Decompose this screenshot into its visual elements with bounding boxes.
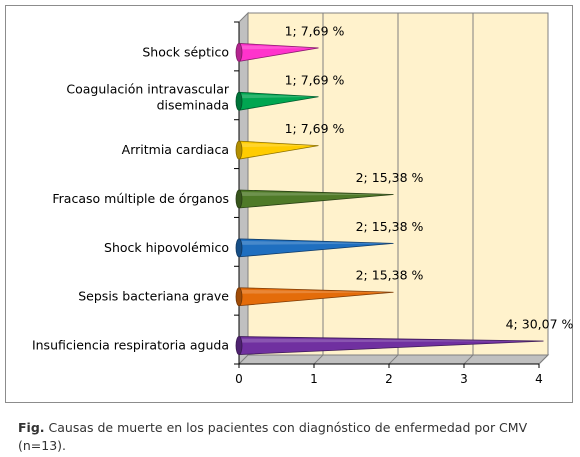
x-tick-label: 3 [460,372,468,386]
caption-prefix: Fig. [18,420,45,435]
data-label: 1; 7,69 % [285,121,345,136]
x-tick-label: 1 [310,372,318,386]
x-tick-label: 4 [535,372,543,386]
bar-highlight [239,289,394,294]
category-label: Coagulación intravascular [66,81,230,96]
data-label: 2; 15,38 % [356,170,424,185]
figure-caption: Fig. Causas de muerte en los pacientes c… [18,419,568,455]
bar-base [235,287,243,307]
chart-svg: 0 1 2 3 4 1; 7,69 % Shock séptico 1; 7,69 % Coag… [32,11,574,386]
bar-base [235,189,243,209]
data-label: 1; 7,69 % [285,23,345,38]
bar-base [235,43,243,62]
bar-base [235,140,243,160]
category-label: Arritmia cardiaca [122,142,229,157]
bar-highlight [239,338,544,343]
bar-base [235,238,243,258]
caption-text: Causas de muerte en los pacientes con di… [18,420,528,453]
category-label: Insuficiencia respiratoria aguda [32,338,229,353]
gridline-floor [388,354,399,365]
gridline-floor [313,354,324,365]
gridline-floor [538,354,549,365]
x-tick-label: 2 [385,372,393,386]
bar-highlight [239,45,319,50]
bar-base [235,336,243,355]
bar-highlight [239,192,394,196]
data-label: 2; 15,38 % [356,219,424,234]
gridline-floor [463,354,474,365]
bar-highlight [239,94,319,99]
category-label: Shock séptico [142,44,229,59]
bar-base [235,91,243,111]
data-label: 2; 15,38 % [356,268,424,283]
data-label: 1; 7,69 % [285,72,345,87]
chart-frame: 0 1 2 3 4 1; 7,69 % Shock séptico 1; 7,69 % Coag… [5,5,574,403]
bar-highlight [239,240,394,245]
plot-side-wall [238,11,249,366]
x-tick-label: 0 [235,372,243,386]
category-label: diseminada [157,97,229,112]
category-label: Shock hipovolémico [104,240,229,255]
bar-highlight [239,143,319,148]
category-label: Fracaso múltiple de órganos [52,191,229,206]
category-label: Sepsis bacteriana grave [78,289,229,304]
data-label: 4; 30,07 % [506,317,574,332]
